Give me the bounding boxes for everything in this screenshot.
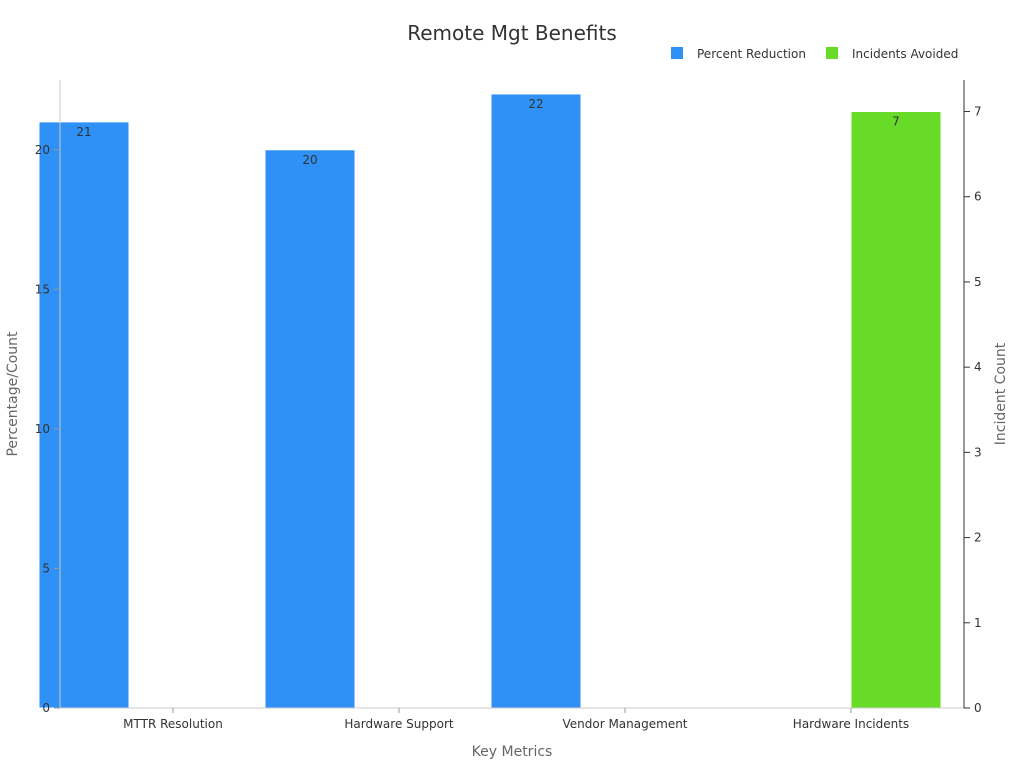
y2-tick-label: 4 xyxy=(974,360,982,374)
category-labels: MTTR Resolution Hardware Support Vendor Ma… xyxy=(123,708,909,731)
x-axis-title: Key Metrics xyxy=(472,744,553,760)
x-tick-label-hardware-incidents: Hardware Incidents xyxy=(793,717,909,731)
y2-tick-label: 5 xyxy=(974,275,982,289)
bar-percent-reduction-mttr-resolution xyxy=(38,121,130,709)
y-axis-title: Percentage/Count xyxy=(5,331,21,457)
y-tick-label: 10 xyxy=(35,422,50,436)
plot-area: 21 20 22 7 xyxy=(38,93,942,709)
left-axis-ticks: 0 5 10 15 20 xyxy=(35,143,60,715)
data-label-percent-reduction-hardware-support: 20 xyxy=(302,153,317,167)
y2-tick-label: 1 xyxy=(974,616,982,630)
legend-swatch-percent-reduction xyxy=(671,47,683,59)
legend-label-incidents-avoided: Incidents Avoided xyxy=(852,47,958,61)
x-tick-label-mttr-resolution: MTTR Resolution xyxy=(123,717,223,731)
y2-tick-label: 2 xyxy=(974,531,982,545)
y2-tick-label: 0 xyxy=(974,701,982,715)
x-tick-label-vendor-management: Vendor Management xyxy=(562,717,687,731)
legend-label-percent-reduction: Percent Reduction xyxy=(697,47,806,61)
y-tick-label: 5 xyxy=(42,561,50,575)
chart-title: Remote Mgt Benefits xyxy=(407,21,617,45)
x-tick-label-hardware-support: Hardware Support xyxy=(344,717,453,731)
legend: Percent Reduction Incidents Avoided xyxy=(671,47,958,61)
bar-percent-reduction-hardware-support xyxy=(264,149,356,709)
data-label-incidents-avoided-hardware-incidents: 7 xyxy=(892,115,900,129)
y2-tick-label: 6 xyxy=(974,190,982,204)
data-label-percent-reduction-mttr-resolution: 21 xyxy=(76,125,91,139)
right-axis-ticks: 0 1 2 3 4 5 6 7 xyxy=(964,105,982,715)
bar-incidents-avoided-hardware-incidents xyxy=(850,111,942,709)
legend-swatch-incidents-avoided xyxy=(826,47,838,59)
y2-axis-title: Incident Count xyxy=(993,342,1009,445)
bar-percent-reduction-vendor-management xyxy=(490,93,582,709)
data-label-percent-reduction-vendor-management: 22 xyxy=(528,97,543,111)
y-tick-label: 20 xyxy=(35,143,50,157)
y2-tick-label: 7 xyxy=(974,105,982,119)
y-tick-label: 15 xyxy=(35,282,50,296)
y-tick-label: 0 xyxy=(42,701,50,715)
y2-tick-label: 3 xyxy=(974,445,982,459)
